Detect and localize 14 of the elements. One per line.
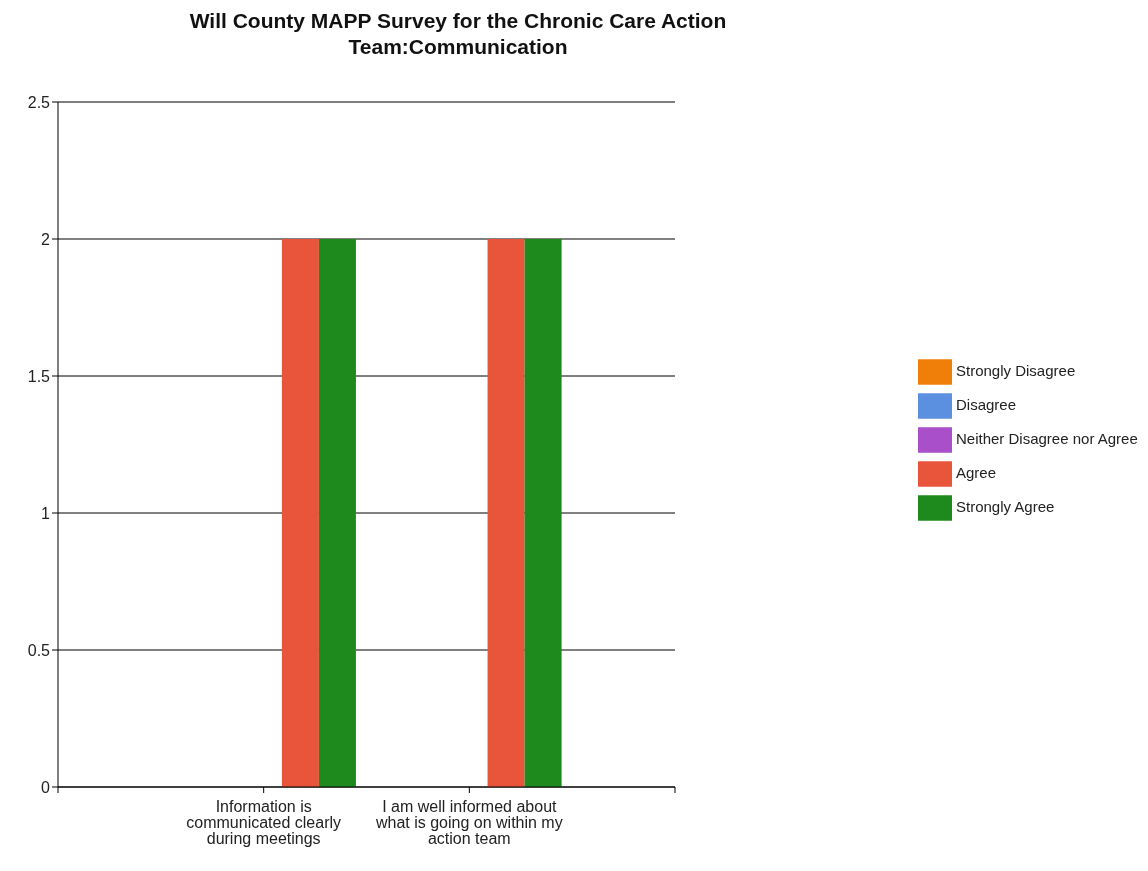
legend-label: Agree xyxy=(956,463,997,481)
legend-label: Neither Disagree nor Agree xyxy=(956,429,1138,447)
y-tick-label: 2.5 xyxy=(27,93,51,111)
y-tick-label: 2 xyxy=(41,230,51,248)
y-tick-label: 0 xyxy=(41,778,51,796)
y-tick-label: 1 xyxy=(41,504,51,522)
legend-label: Disagree xyxy=(956,395,1017,413)
y-tick-label: 0.5 xyxy=(27,641,51,659)
x-tick-label: I am well informed about what is going on within my action team xyxy=(374,798,563,848)
chart-title: Will County MAPP Survey for the Chronic Care Action Team:Communication xyxy=(188,8,728,60)
x-tick-label: Information is communicated clearly during meetings xyxy=(186,798,342,848)
legend-label: Strongly Disagree xyxy=(956,361,1076,379)
y-tick-label: 1.5 xyxy=(27,367,51,385)
legend-label: Strongly Agree xyxy=(956,497,1055,515)
